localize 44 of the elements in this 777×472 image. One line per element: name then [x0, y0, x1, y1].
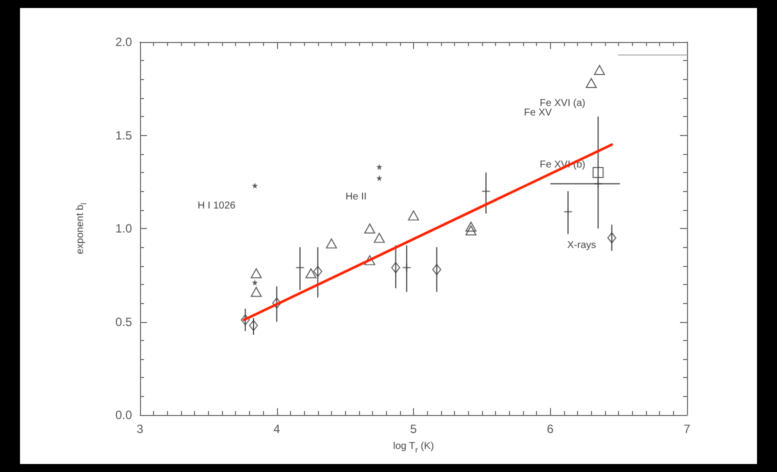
- point: [326, 238, 337, 248]
- y-axis-title: exponent bl: [75, 202, 88, 254]
- point: [481, 186, 490, 196]
- point: [250, 268, 262, 278]
- point: [465, 222, 476, 232]
- point: [364, 224, 376, 234]
- x-tick-label: 6: [546, 422, 554, 436]
- point: [364, 255, 376, 266]
- point: [313, 266, 322, 277]
- point: [607, 232, 616, 244]
- x-tick-label: 4: [273, 422, 280, 436]
- point: [594, 64, 605, 75]
- point: [391, 262, 400, 274]
- annotation: Fe XVI (a): [540, 98, 586, 110]
- point: [408, 210, 419, 220]
- point: [252, 182, 258, 189]
- point: [240, 314, 250, 326]
- point: [592, 167, 604, 178]
- annotation: X-rays: [567, 240, 596, 251]
- x-tick-label: 5: [410, 422, 418, 436]
- point: [376, 164, 382, 170]
- y-tick-label: 1.0: [115, 222, 132, 236]
- annotation: H I 1026: [198, 200, 236, 212]
- point: [249, 320, 258, 331]
- annotation: He II: [346, 191, 367, 202]
- point: [250, 286, 262, 297]
- point: [432, 264, 442, 276]
- point: [564, 207, 573, 216]
- y-tick-label: 0.0: [115, 408, 132, 422]
- point: [465, 225, 476, 236]
- point: [586, 78, 597, 88]
- y-tick-label: 2.0: [115, 35, 132, 49]
- y-tick-label: 1.5: [115, 128, 132, 142]
- point: [272, 298, 282, 309]
- point: [252, 280, 258, 286]
- annotation: Fe XV: [524, 107, 552, 118]
- point: [376, 175, 382, 182]
- x-tick-label: 7: [684, 422, 691, 436]
- point: [402, 263, 412, 272]
- y-tick-label: 0.5: [115, 314, 132, 329]
- point: [305, 268, 316, 278]
- x-tick-label: 3: [136, 422, 144, 436]
- point: [374, 232, 385, 243]
- point: [594, 179, 603, 188]
